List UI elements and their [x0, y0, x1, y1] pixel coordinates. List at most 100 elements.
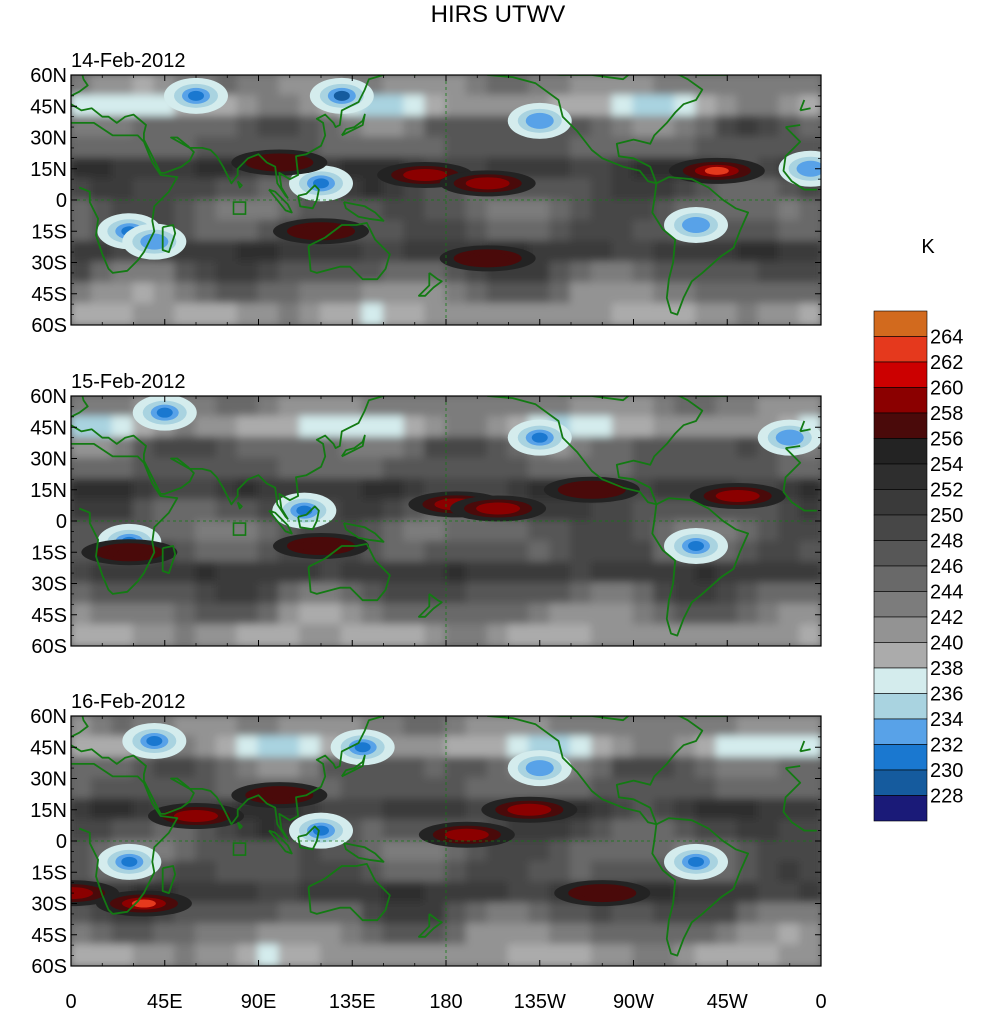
- field-cell: [799, 282, 821, 306]
- field-cell: [278, 561, 302, 585]
- field-cell: [174, 860, 197, 884]
- field-cell: [570, 902, 593, 926]
- field-cell: [590, 624, 614, 646]
- field-cell: [778, 261, 802, 285]
- coastlines: [71, 75, 817, 316]
- field-cell: [778, 75, 802, 97]
- field-cell: [695, 902, 718, 926]
- field-cell: [653, 819, 677, 842]
- field-cell: [195, 881, 218, 905]
- field-cell: [153, 944, 177, 966]
- field-cell: [632, 716, 656, 738]
- field-cell: [715, 261, 739, 285]
- field-cell: [632, 540, 656, 564]
- field-cell: [195, 735, 218, 759]
- field-cell: [278, 860, 302, 884]
- field-cell: [236, 716, 260, 738]
- field-cell: [195, 178, 218, 201]
- field-cell: [715, 582, 739, 606]
- field-cell: [570, 840, 593, 863]
- field-cell: [570, 819, 593, 842]
- panel-date: 15-Feb-2012: [71, 371, 186, 393]
- field-cell: [382, 923, 406, 947]
- field-cell: [736, 115, 760, 139]
- moist-region: [781, 432, 798, 443]
- field-cell: [590, 777, 614, 801]
- field-cell: [403, 944, 427, 966]
- field-cell: [757, 716, 781, 738]
- field-cell: [195, 582, 218, 606]
- field-cell: [445, 902, 468, 926]
- field-cell: [361, 923, 385, 947]
- field-cell: [320, 457, 343, 481]
- field-cell: [570, 219, 593, 243]
- field-cell: [382, 881, 406, 905]
- field-cell: [445, 777, 468, 801]
- field-cell: [90, 178, 114, 201]
- field-cell: [674, 582, 697, 606]
- field-cell: [778, 199, 802, 222]
- field-cell: [90, 582, 114, 606]
- field-cell: [736, 923, 760, 947]
- field-cell: [257, 944, 281, 966]
- moist-region: [188, 90, 204, 101]
- field-cell: [611, 157, 635, 181]
- field-cell: [382, 944, 406, 966]
- x-tick-label: 90E: [241, 991, 277, 1013]
- y-tick-label: 60S: [31, 636, 67, 658]
- field-cell: [799, 603, 821, 627]
- field-cell: [736, 199, 760, 222]
- hot-band: [309, 227, 333, 236]
- field-cell: [382, 282, 406, 306]
- field-cell: [320, 756, 343, 780]
- field-cell: [695, 798, 718, 822]
- field-cell: [403, 840, 427, 863]
- field-cell: [403, 923, 427, 947]
- colorbar-label: 234: [930, 709, 963, 731]
- field-cell: [174, 624, 197, 646]
- field-cell: [799, 756, 821, 780]
- hot-band: [517, 805, 542, 814]
- field-cell: [236, 115, 260, 139]
- field-cell: [632, 798, 656, 822]
- field-cell: [257, 923, 281, 947]
- field-cell: [445, 582, 468, 606]
- field-cell: [403, 561, 427, 585]
- field-cell: [299, 902, 322, 926]
- field-cell: [132, 282, 156, 306]
- field-cell: [382, 303, 406, 325]
- field-cell: [611, 716, 635, 738]
- field-cell: [424, 303, 447, 325]
- field-cell: [278, 881, 302, 905]
- y-tick-label: 60N: [30, 65, 67, 87]
- x-tick-label: 180: [429, 991, 462, 1013]
- field-cell: [507, 219, 531, 243]
- field-cell: [757, 860, 781, 884]
- field-cell: [507, 303, 531, 325]
- field-cell: [278, 261, 302, 285]
- y-tick-label: 30N: [30, 449, 67, 471]
- field-cell: [778, 603, 802, 627]
- field-cell: [215, 261, 239, 285]
- field-cell: [403, 603, 427, 627]
- field-cell: [778, 582, 802, 606]
- field-cell: [674, 94, 697, 118]
- field-cell: [71, 860, 93, 884]
- field-cell: [71, 436, 93, 460]
- field-cell: [507, 603, 531, 627]
- field-cell: [153, 457, 177, 481]
- field-cell: [132, 436, 156, 460]
- field-cell: [90, 282, 114, 306]
- field-cell: [465, 540, 489, 564]
- field-cell: [424, 520, 447, 543]
- field-cell: [340, 582, 364, 606]
- field-cell: [549, 199, 572, 222]
- field-cell: [486, 219, 510, 243]
- field-cell: [632, 178, 656, 201]
- field-cell: [570, 136, 593, 160]
- field-cell: [778, 777, 802, 801]
- field-cell: [486, 94, 510, 118]
- field-cell: [424, 860, 447, 884]
- field-cell: [236, 178, 260, 201]
- field-cell: [361, 457, 385, 481]
